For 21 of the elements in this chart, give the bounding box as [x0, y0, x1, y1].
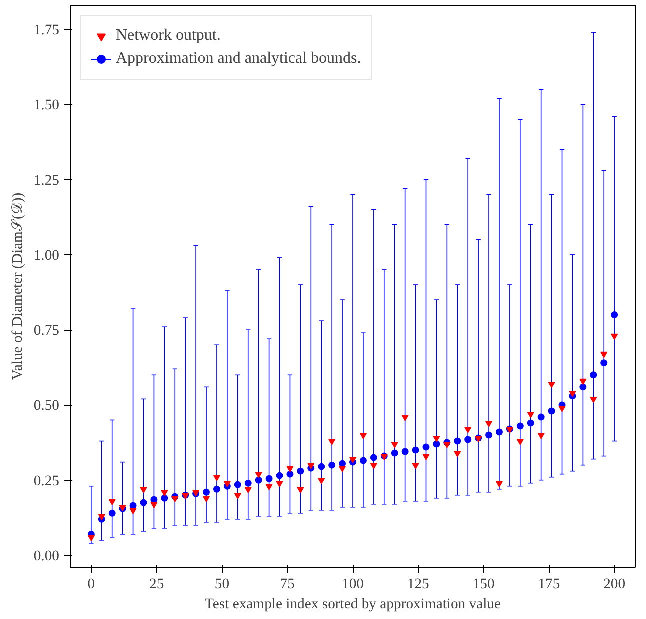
x-tick-label: 50	[214, 576, 230, 592]
x-tick-label: 25	[149, 576, 164, 592]
x-tick-label: 0	[88, 576, 96, 592]
x-tick-label: 150	[472, 576, 495, 592]
y-tick-label: 0.50	[34, 398, 60, 414]
x-tick-label: 125	[407, 576, 430, 592]
y-tick-label: 1.00	[34, 248, 60, 264]
x-tick-label: 200	[604, 576, 626, 592]
y-tick-label: 1.25	[34, 172, 60, 189]
legend-label: Approximation and analytical bounds.	[116, 50, 362, 68]
legend-label: Network output.	[116, 27, 221, 45]
y-tick-label: 0.25	[34, 473, 60, 490]
x-tick-label: 100	[342, 576, 364, 592]
y-tick-label: 1.50	[34, 98, 60, 114]
y-tick-label: 0.75	[34, 323, 60, 340]
y-axis-title: Value of Diameter (Diam𝒮(𝒟))	[10, 192, 26, 380]
x-axis-title: Test example index sorted by approximation value	[204, 596, 502, 612]
y-tick-label: 0.00	[34, 548, 60, 564]
x-tick-label: 75	[280, 576, 295, 592]
y-tick-label: 1.75	[34, 22, 60, 39]
x-tick-label: 175	[538, 576, 560, 592]
